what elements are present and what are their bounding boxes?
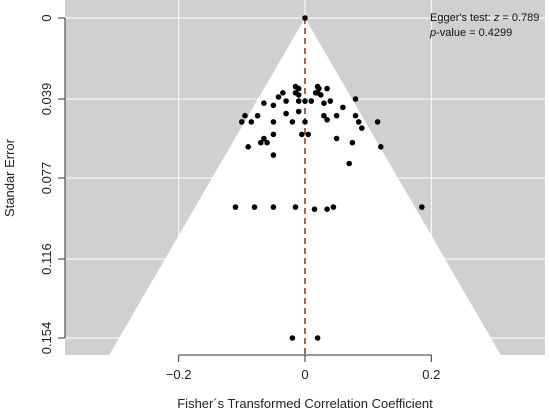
data-point [270,102,277,109]
data-point [261,135,267,142]
p-value-text: -value = 0.4299 [436,27,512,39]
data-point [318,92,324,98]
data-point [324,85,330,92]
x-tick-label: 0.2 [422,367,440,382]
data-point [302,98,308,104]
x-tick-label: 0 [301,367,308,382]
data-point [264,139,270,146]
data-point [232,204,239,210]
data-point [302,119,308,125]
data-point [324,117,330,123]
data-point [292,204,299,210]
y-tick-label: 0.077 [39,162,54,195]
data-point [316,85,322,92]
y-tick-label: 0.154 [39,322,54,355]
data-point [327,98,334,104]
eggers-test-annotation: Egger's test: z = 0.789 p-value = 0.4299 [429,12,539,39]
data-point [330,204,337,210]
data-point [295,98,302,104]
data-point [374,119,381,125]
data-point [333,112,340,119]
data-point [270,119,277,125]
data-point [270,204,277,210]
data-point [333,135,340,142]
p-value-var: p [429,27,436,39]
data-points [232,15,425,341]
funnel-region [109,18,501,355]
y-axis-title: Standar Error [2,138,17,217]
data-point [289,335,296,341]
data-point [340,104,346,111]
eggers-test-line: Egger's test: z = 0.789 [430,12,539,24]
data-point [321,100,327,106]
data-point [321,112,327,119]
y-tick-label: 0 [39,14,54,21]
data-point [258,139,264,146]
y-tick-label: 0.039 [39,83,54,116]
eggers-test-z-var: z [493,12,500,24]
data-point [378,144,384,150]
data-point [359,125,365,131]
eggers-test-z-value: = 0.789 [499,12,539,24]
data-point [251,204,258,210]
data-point [295,85,302,92]
data-point [302,15,308,21]
data-point [275,94,282,100]
data-point [261,100,267,106]
data-point [283,110,289,117]
data-point [419,204,425,210]
data-point [270,152,277,158]
data-point [346,160,353,167]
data-point [239,119,245,125]
data-point [270,131,277,138]
data-point [314,335,321,341]
data-point [352,112,359,119]
y-tick-label: 0.116 [39,243,54,275]
data-point [299,131,305,138]
data-point [349,139,356,146]
data-point [254,112,261,119]
x-axis: −0.2 0 0.2 [166,354,440,382]
data-point [308,98,315,104]
data-point [305,131,312,138]
data-point [283,98,289,104]
eggers-test-prefix: Egger's test: [430,12,494,24]
data-point [352,96,359,102]
data-point [248,119,255,125]
data-point [311,206,318,212]
y-axis: 0 0.039 0.077 0.116 0.154 [39,14,66,355]
data-point [280,90,286,96]
data-point [295,92,302,98]
p-value-line: p-value = 0.4299 [429,27,512,39]
data-point [312,90,319,96]
data-point [242,112,248,119]
data-point [289,119,296,125]
data-point [355,119,362,125]
data-point [295,108,302,115]
x-axis-title: Fisher´s Transformed Correlation Coeffic… [177,396,433,411]
data-point [245,144,251,150]
x-tick-label: −0.2 [166,367,192,382]
data-point [324,206,330,212]
